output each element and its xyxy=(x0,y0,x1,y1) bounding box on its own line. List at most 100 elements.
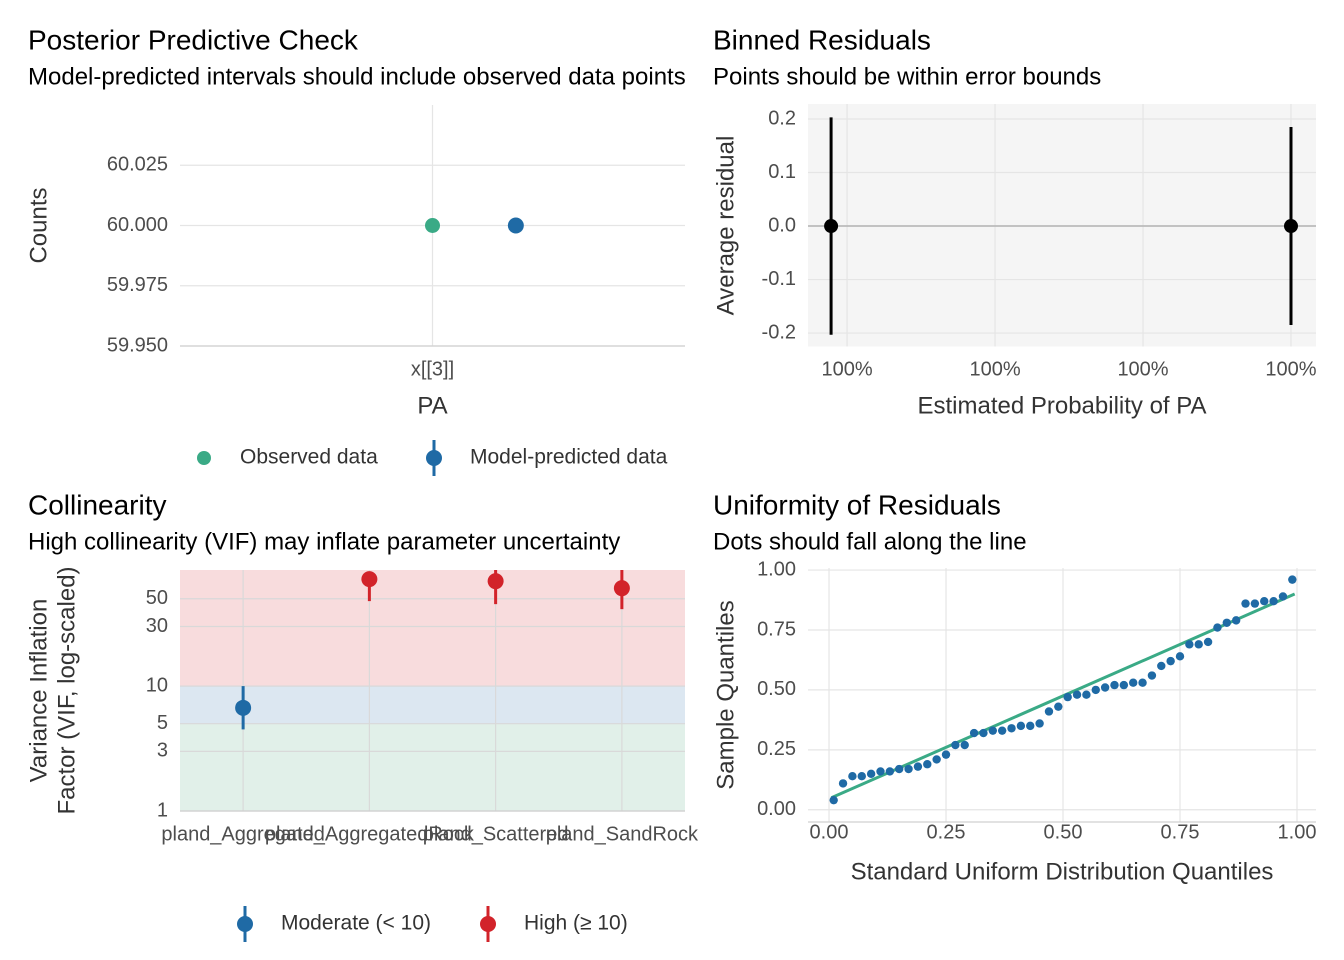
data-point xyxy=(1250,599,1260,608)
data-point xyxy=(1241,599,1250,608)
legend-marker xyxy=(480,916,496,932)
data-point xyxy=(960,740,969,750)
data-point xyxy=(1082,690,1091,699)
x-tick-label: pland_AggregatedRock xyxy=(265,823,475,845)
y-tick-label: 60.000 xyxy=(107,214,168,236)
data-point xyxy=(1213,623,1222,632)
data-point xyxy=(487,573,504,590)
data-point xyxy=(1119,680,1129,690)
data-point xyxy=(951,740,960,750)
data-point xyxy=(932,755,941,764)
y-tick-label: -0.1 xyxy=(762,268,796,290)
y-tick-label: 30 xyxy=(146,615,168,637)
data-point xyxy=(235,699,252,716)
data-point xyxy=(857,772,866,781)
y-tick-label: 59.950 xyxy=(107,334,168,356)
x-tick-label: 0.25 xyxy=(927,821,966,843)
x-tick-label: 100% xyxy=(1265,358,1316,380)
x-tick-label: 100% xyxy=(969,358,1020,380)
y-tick-label: 1 xyxy=(157,799,168,821)
threshold-band xyxy=(180,723,685,811)
data-point xyxy=(507,217,524,234)
threshold-band xyxy=(180,686,685,724)
chart-title: Binned Residuals xyxy=(713,24,931,55)
chart-title: Collinearity xyxy=(28,489,167,520)
x-tick-label: 0.75 xyxy=(1161,821,1200,843)
data-point xyxy=(1166,656,1175,666)
data-point xyxy=(838,779,848,788)
data-point xyxy=(904,764,913,774)
y-tick-label: 0.00 xyxy=(757,798,796,820)
y-tick-label: -0.2 xyxy=(762,321,796,343)
data-point xyxy=(824,219,839,234)
x-tick-label: 1.00 xyxy=(1278,821,1317,843)
x-tick-label: 100% xyxy=(1117,358,1168,380)
chart-title: Posterior Predictive Check xyxy=(28,24,359,55)
chart-subtitle: Dots should fall along the line xyxy=(713,528,1027,555)
y-tick-label: 10 xyxy=(146,674,168,696)
data-point xyxy=(941,750,951,759)
data-point xyxy=(876,767,885,776)
y-axis-title: Sample Quantiles xyxy=(712,600,739,789)
y-tick-label: 3 xyxy=(157,740,168,762)
data-point xyxy=(1157,661,1166,671)
legend-marker xyxy=(237,916,253,932)
y-tick-label: 0.2 xyxy=(768,107,796,129)
data-point xyxy=(848,772,857,781)
data-point xyxy=(1175,652,1185,661)
threshold-band xyxy=(180,570,685,687)
data-point xyxy=(1091,685,1100,695)
data-point xyxy=(1100,683,1110,692)
chart-title: Uniformity of Residuals xyxy=(713,489,1001,520)
data-point xyxy=(895,764,904,774)
data-point xyxy=(979,728,988,738)
data-point xyxy=(1194,640,1203,649)
chart-subtitle: Model-predicted intervals should include… xyxy=(28,63,686,90)
data-point xyxy=(829,795,838,805)
y-tick-label: 5 xyxy=(157,712,168,734)
data-point xyxy=(1129,678,1138,687)
x-axis-title: PA xyxy=(417,392,447,419)
data-point xyxy=(1222,618,1232,627)
data-point xyxy=(988,726,998,735)
x-tick-label: x[[3]] xyxy=(411,358,454,380)
x-axis-title: Estimated Probability of PA xyxy=(917,392,1206,419)
data-point xyxy=(1260,597,1269,606)
data-point xyxy=(1288,575,1297,584)
data-point xyxy=(613,580,630,597)
chart-subtitle: High collinearity (VIF) may inflate para… xyxy=(28,528,620,555)
x-tick-label: pland_SandRock xyxy=(546,823,699,845)
data-point xyxy=(1185,640,1194,649)
data-point xyxy=(923,760,932,769)
data-point xyxy=(1203,637,1213,647)
legend-label: Observed data xyxy=(240,446,378,469)
y-axis-title: Factor (VIF, log-scaled) xyxy=(53,566,80,814)
data-point xyxy=(1016,721,1026,731)
y-tick-label: 0.75 xyxy=(757,618,796,640)
legend-label: High (≥ 10) xyxy=(524,912,628,935)
y-axis-title: Counts xyxy=(25,187,52,263)
y-tick-label: 0.25 xyxy=(757,738,796,760)
data-point xyxy=(1044,707,1054,716)
data-point xyxy=(997,726,1007,735)
data-point xyxy=(1072,690,1082,699)
y-tick-label: 0.0 xyxy=(768,214,796,236)
y-tick-label: 59.975 xyxy=(107,274,168,296)
chart-subtitle: Points should be within error bounds xyxy=(713,63,1101,90)
data-point xyxy=(1231,616,1241,625)
data-point xyxy=(1138,678,1147,687)
y-tick-label: 0.50 xyxy=(757,678,796,700)
data-point xyxy=(1147,671,1157,680)
legend-marker xyxy=(426,450,442,466)
y-tick-label: 0.1 xyxy=(768,161,796,183)
data-point xyxy=(913,762,923,771)
y-tick-label: 60.025 xyxy=(107,154,168,176)
data-point xyxy=(425,218,440,233)
data-point xyxy=(1063,692,1072,702)
x-tick-label: pland_Scattered xyxy=(423,823,569,845)
data-point xyxy=(1110,680,1119,690)
data-point xyxy=(866,769,876,779)
y-tick-label: 50 xyxy=(146,587,168,609)
data-point xyxy=(1026,721,1035,731)
